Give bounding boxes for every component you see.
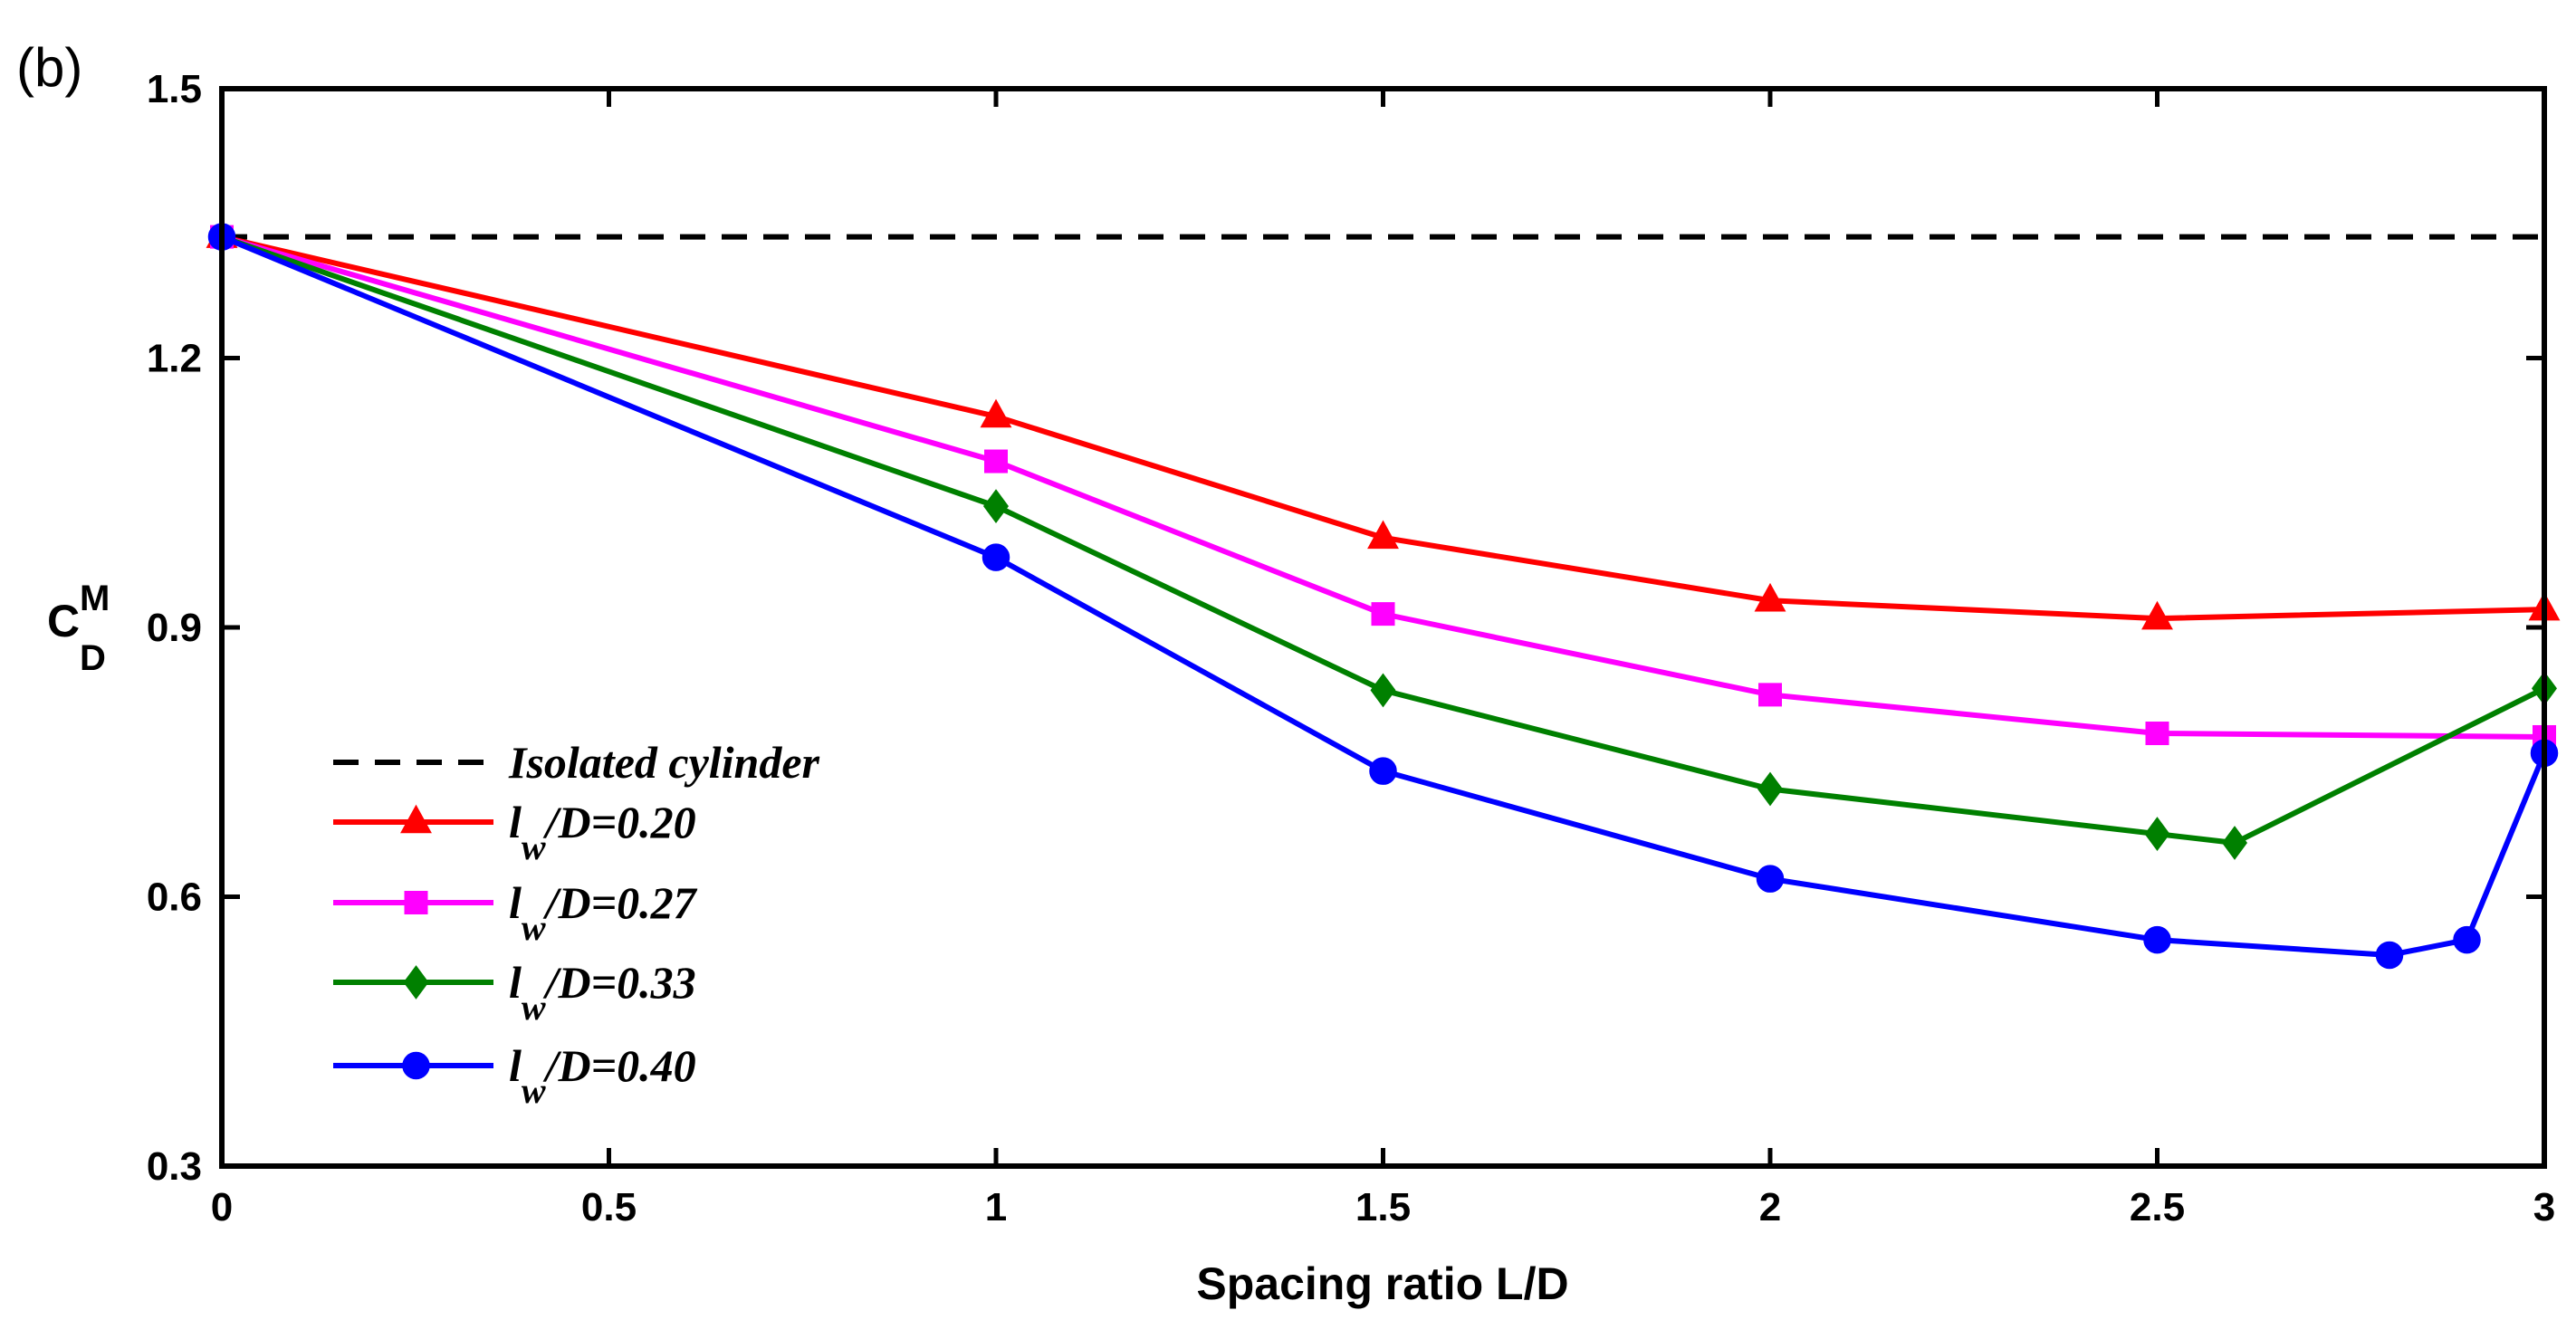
- series-diamond: [209, 219, 2557, 860]
- data-point: [984, 449, 1008, 473]
- series-line: [221, 234, 2545, 740]
- data-point: [1370, 673, 1396, 708]
- x-tick-label: 2: [1759, 1185, 1781, 1229]
- data-point: [2375, 941, 2404, 970]
- x-tick-label: 0: [211, 1185, 233, 1229]
- data-point: [1758, 683, 1782, 707]
- data-point: [2145, 722, 2169, 746]
- x-tick-label: 3: [2533, 1185, 2555, 1229]
- legend: Isolated cylinder lw/D=0.20 lw/D=0.27 lw/D=…: [333, 737, 820, 1111]
- y-axis-label-subscript: D: [80, 638, 106, 678]
- y-tick-label: 0.9: [147, 606, 202, 650]
- data-point: [980, 398, 1012, 428]
- legend-label: lw/D=0.40: [509, 1040, 696, 1111]
- y-axis-label-superscript: M: [80, 579, 110, 618]
- legend-swatch-marker: [404, 891, 428, 914]
- data-point: [2144, 817, 2170, 852]
- data-point: [983, 489, 1009, 524]
- y-tick-label: 1.5: [147, 67, 202, 111]
- y-tick-label: 1.2: [147, 337, 202, 381]
- data-point: [1754, 582, 1786, 612]
- x-tick-label: 1: [985, 1185, 1007, 1229]
- legend-label: lw/D=0.27: [509, 877, 698, 948]
- data-point: [982, 543, 1010, 571]
- data-point: [1371, 602, 1395, 627]
- y-axis-label: C M D: [47, 579, 110, 678]
- data-point: [2141, 600, 2173, 630]
- legend-swatch-marker: [400, 804, 432, 834]
- data-point: [2222, 826, 2247, 860]
- legend-swatch-marker: [403, 965, 429, 1000]
- series-line: [221, 234, 2545, 622]
- data-point: [1756, 865, 1785, 893]
- x-tick-label: 1.5: [1355, 1185, 1411, 1229]
- y-tick-label: 0.3: [147, 1144, 202, 1189]
- data-point: [1367, 520, 1399, 550]
- tick-layer: 0 0.5 1 1.5 2 2.5 3 0.3 0.6 0.9 1.2 1.5: [147, 67, 2555, 1229]
- panel-label: (b): [16, 37, 82, 98]
- legend-label: lw/D=0.20: [509, 797, 696, 867]
- data-point: [1369, 757, 1397, 785]
- data-point: [1757, 771, 1783, 807]
- series-layer: [206, 219, 2561, 970]
- plot-area: 0 0.5 1 1.5 2 2.5 3 0.3 0.6 0.9 1.2 1.5: [147, 67, 2561, 1229]
- y-tick-label: 0.6: [147, 875, 202, 920]
- legend-label: lw/D=0.33: [509, 957, 696, 1028]
- data-point: [2453, 925, 2481, 954]
- legend-swatch-marker: [402, 1051, 430, 1080]
- legend-label-isolated: Isolated cylinder: [508, 737, 820, 788]
- series-triangle: [206, 219, 2561, 630]
- series-circle: [207, 223, 2559, 970]
- y-axis-label-main: C: [47, 596, 80, 646]
- data-point: [2143, 925, 2171, 954]
- x-axis-label: Spacing ratio L/D: [1196, 1258, 1568, 1309]
- x-tick-label: 2.5: [2130, 1185, 2185, 1229]
- x-tick-label: 0.5: [581, 1185, 637, 1229]
